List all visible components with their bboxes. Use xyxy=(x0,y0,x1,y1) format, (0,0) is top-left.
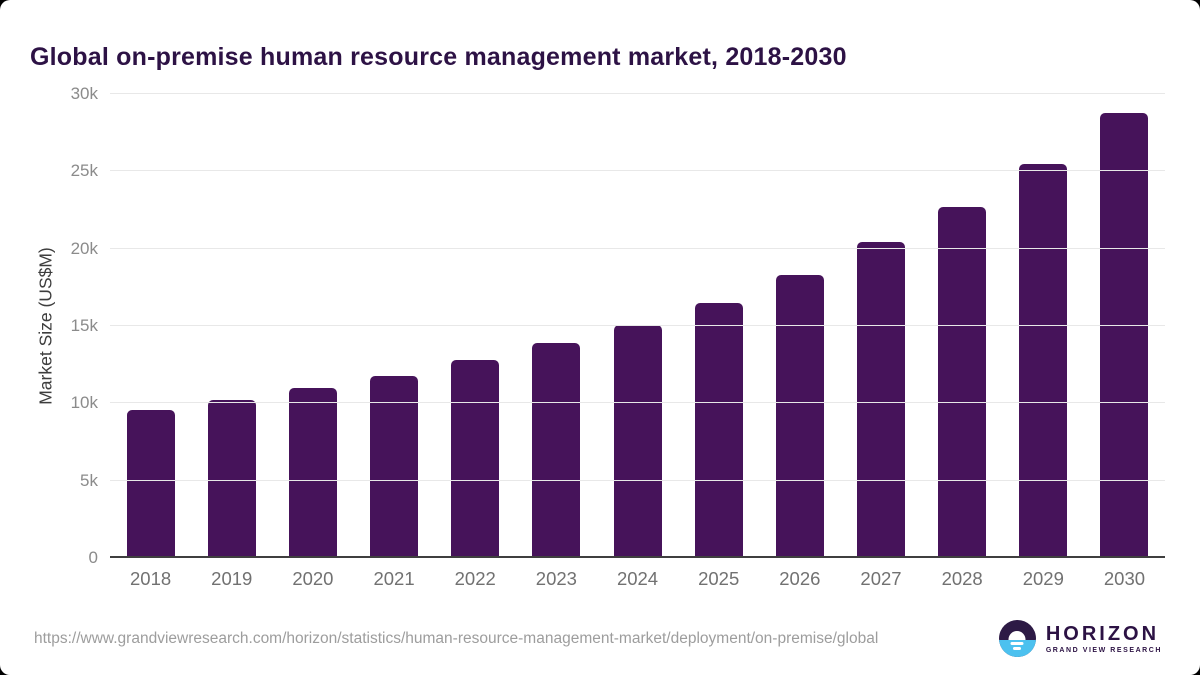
gridline xyxy=(110,247,1165,249)
bar-slot xyxy=(597,94,678,558)
x-tick-label: 2018 xyxy=(130,568,172,589)
brand-subtitle: GRAND VIEW RESEARCH xyxy=(1045,646,1162,654)
bar-2028 xyxy=(938,206,987,558)
y-tick-label: 15k xyxy=(70,316,98,335)
bar-slot xyxy=(922,94,1003,558)
x-tick-label: 2029 xyxy=(1022,568,1064,589)
y-tick-label: 20k xyxy=(70,238,98,258)
x-tick-label: 2021 xyxy=(373,568,415,589)
horizon-logo-icon xyxy=(998,620,1036,657)
bar-slot xyxy=(1003,94,1084,558)
bar-slot xyxy=(353,94,434,558)
bar-2018 xyxy=(126,410,175,558)
y-tick-label: 0 xyxy=(88,548,98,567)
x-tick-label: 2022 xyxy=(454,568,496,589)
brand-name: HORIZON xyxy=(1045,622,1160,645)
bar-2019 xyxy=(207,400,256,558)
bar-2024 xyxy=(613,325,662,558)
logo-wordmark: HORIZON GRAND VIEW RESEARCH xyxy=(1046,624,1162,654)
horizon-logo: HORIZON GRAND VIEW RESEARCH xyxy=(998,620,1162,657)
y-tick-label: 10k xyxy=(70,393,98,413)
bar-slot xyxy=(110,94,191,558)
logo-reflection-dash xyxy=(1013,647,1022,650)
bar-2023 xyxy=(532,343,581,558)
gridline xyxy=(110,170,1165,172)
bar-2026 xyxy=(775,274,824,558)
bar-2021 xyxy=(370,375,419,558)
source-url: https://www.grandviewresearch.com/horizo… xyxy=(34,630,879,647)
x-tick-label: 2024 xyxy=(616,568,659,589)
x-tick-label: 2023 xyxy=(535,568,577,589)
gridline xyxy=(110,479,1165,481)
y-tick-label: 25k xyxy=(70,161,98,181)
bar-slot xyxy=(678,94,759,558)
x-tick-label: 2019 xyxy=(211,568,253,589)
x-tick-label: 2020 xyxy=(292,568,334,589)
bar-slot xyxy=(435,94,516,558)
plot-area xyxy=(110,93,1165,558)
bar-slot xyxy=(191,94,272,558)
bar-2020 xyxy=(288,387,337,558)
bar-2025 xyxy=(694,302,743,558)
y-tick-label: 5k xyxy=(80,470,98,490)
logo-sun-shape xyxy=(1008,631,1026,641)
x-axis-tick-labels: 2018 2019 2020 2021 2022 2023 2024 2025 2026 2027… xyxy=(110,568,1165,590)
bar-slot xyxy=(1084,94,1165,558)
bar-slot xyxy=(759,94,840,558)
bar-2022 xyxy=(451,360,500,558)
bar-slot xyxy=(516,94,597,558)
x-tick-label: 2027 xyxy=(860,568,902,589)
gridline xyxy=(110,402,1165,404)
y-axis-tick-labels: 0 5k 10k 15k 20k 25k 30k xyxy=(0,84,98,567)
x-tick-label: 2025 xyxy=(698,568,740,589)
x-tick-label: 2030 xyxy=(1103,568,1146,589)
logo-reflection-dash xyxy=(1010,642,1024,645)
gridline xyxy=(110,93,1165,94)
bar-2030 xyxy=(1100,112,1149,558)
chart-title: Global on-premise human resource managem… xyxy=(30,42,847,71)
y-tick-label: 30k xyxy=(70,84,98,103)
x-tick-label: 2026 xyxy=(779,568,821,589)
bar-slot xyxy=(840,94,921,558)
gridline xyxy=(110,325,1165,326)
x-axis-line xyxy=(110,556,1165,558)
bar-2029 xyxy=(1019,163,1068,558)
bar-2027 xyxy=(856,242,905,558)
x-tick-label: 2028 xyxy=(941,568,983,589)
bar-series xyxy=(110,94,1165,558)
bar-slot xyxy=(272,94,353,558)
